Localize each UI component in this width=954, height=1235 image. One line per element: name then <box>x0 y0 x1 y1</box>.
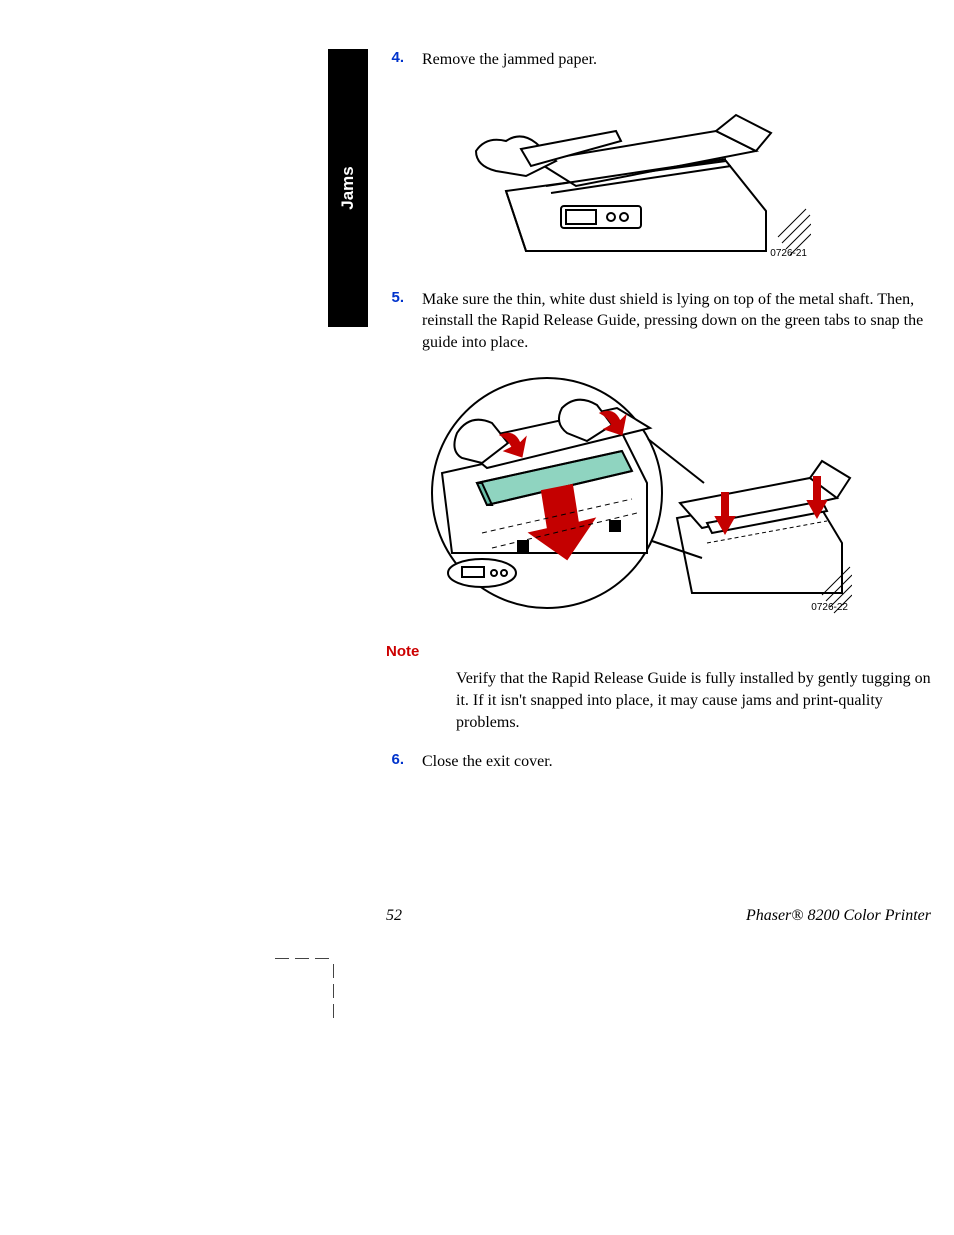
figure-0726-22: 0726-22 <box>422 373 852 615</box>
step-text: Make sure the thin, white dust shield is… <box>422 289 931 354</box>
figure-illustration: 0726-21 <box>466 91 811 261</box>
step-5: 5. Make sure the thin, white dust shield… <box>386 289 931 354</box>
section-tab-jams: Jams <box>328 49 368 327</box>
figure-id-label: 0726-22 <box>811 602 848 613</box>
printer-remove-paper-icon <box>466 91 811 261</box>
step-number: 6. <box>386 751 404 773</box>
step-number: 4. <box>386 49 404 71</box>
note-heading: Note <box>386 643 931 660</box>
section-tab-label: Jams <box>338 166 358 209</box>
step-6: 6. Close the exit cover. <box>386 751 931 773</box>
printer-reinstall-guide-icon <box>422 373 852 615</box>
step-number: 5. <box>386 289 404 354</box>
content-column: 4. Remove the jammed paper. <box>386 49 931 781</box>
page-footer: 52 Phaser® 8200 Color Printer <box>386 907 931 925</box>
figure-illustration: 0726-22 <box>422 373 852 615</box>
step-4: 4. Remove the jammed paper. <box>386 49 931 71</box>
step-text: Close the exit cover. <box>422 751 931 773</box>
page-number: 52 <box>386 907 402 925</box>
figure-id-label: 0726-21 <box>770 248 807 259</box>
page: Jams 4. Remove the jammed paper. <box>0 0 954 1235</box>
note-body: Verify that the Rapid Release Guide is f… <box>456 668 931 733</box>
figure-0726-21: 0726-21 <box>466 91 811 261</box>
step-text: Remove the jammed paper. <box>422 49 931 71</box>
product-name: Phaser® 8200 Color Printer <box>746 907 931 925</box>
